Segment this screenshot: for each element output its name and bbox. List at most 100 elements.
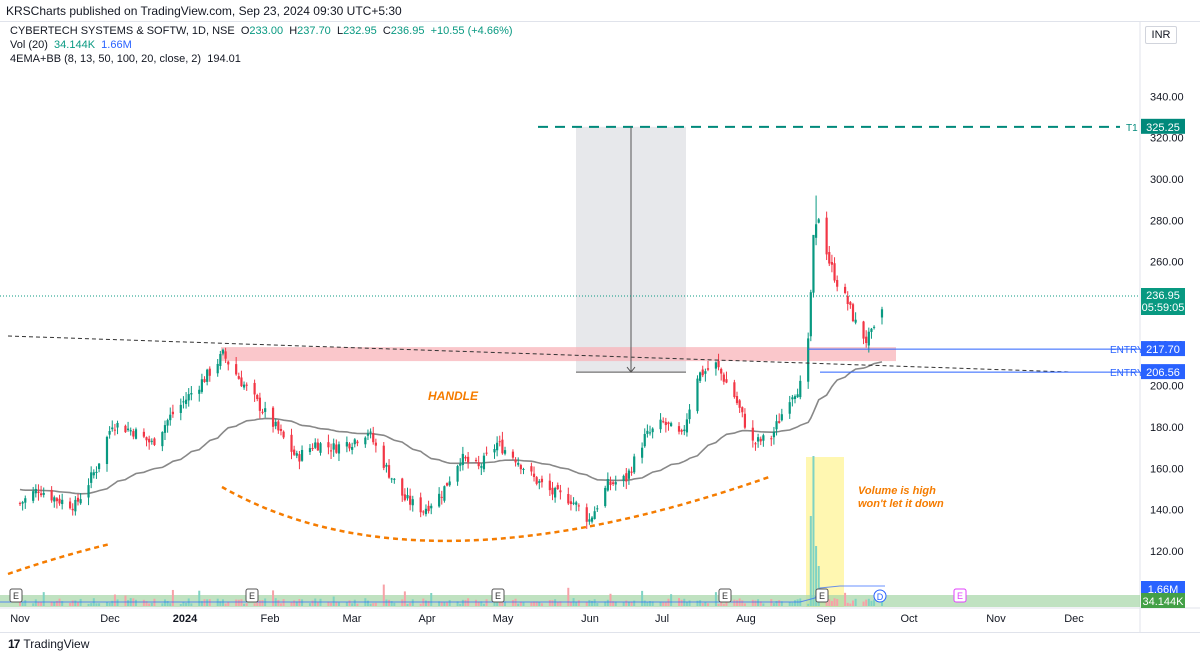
volume-bar	[548, 600, 551, 606]
volume-bar	[87, 603, 90, 606]
volume-bar	[538, 602, 541, 606]
volume-row: Vol (20) 34.144K 1.66M	[10, 38, 513, 52]
price-tick-label: 140.00	[1150, 505, 1184, 517]
volume-bar	[725, 599, 728, 606]
volume-bar	[200, 601, 203, 606]
time-tick-label: Mar	[343, 613, 362, 625]
volume-bar	[272, 590, 275, 606]
candle-body	[422, 511, 425, 513]
volume-bar	[559, 601, 562, 606]
entry-price-label-1: 217.70	[1146, 344, 1180, 356]
time-tick-label: Nov	[986, 613, 1006, 625]
volume-bar	[206, 599, 209, 606]
volume-bar	[53, 601, 56, 606]
volume-bar	[235, 599, 238, 606]
volume-bar	[161, 603, 164, 606]
volume-bar	[612, 601, 615, 606]
volume-bar	[809, 516, 812, 606]
candle-body	[90, 472, 93, 483]
volume-bar	[134, 599, 137, 606]
volume-bar	[356, 603, 359, 606]
volume-bar	[688, 600, 691, 606]
candle-body	[374, 442, 377, 446]
price-tick-label: 180.00	[1150, 422, 1184, 434]
volume-bar	[443, 602, 446, 606]
volume-layer	[0, 456, 1140, 607]
candle-body	[58, 498, 61, 504]
chart-legend: CYBERTECH SYSTEMS & SOFTW, 1D, NSE O233.…	[10, 24, 513, 66]
candle-body	[722, 374, 725, 382]
volume-bar	[717, 603, 720, 606]
candle-body	[667, 422, 670, 425]
last-price-bg	[1141, 288, 1185, 315]
price-tick-label: 200.00	[1150, 381, 1184, 393]
price-chart[interactable]: 120.00140.00160.00180.00200.00220.00240.…	[0, 0, 1200, 632]
candle-body	[134, 429, 138, 439]
volume-bar	[772, 603, 775, 606]
candle-body	[532, 473, 536, 478]
candle-body	[242, 384, 246, 388]
volume-bar	[788, 602, 791, 606]
volume-bar	[277, 600, 280, 606]
low-value: 232.95	[343, 25, 377, 37]
candle-body	[68, 501, 72, 509]
volume-bar	[19, 599, 21, 606]
volume-bar	[227, 601, 230, 606]
candle-body	[704, 371, 707, 374]
candle-body	[569, 501, 573, 505]
volume-bar	[411, 599, 414, 606]
entry-text-1: ENTRY	[1110, 345, 1144, 356]
volume-label[interactable]: Vol (20)	[10, 39, 48, 51]
candle-body	[34, 488, 37, 494]
drawing-lines	[0, 125, 1140, 576]
volume-bar	[567, 587, 570, 606]
volume-bar	[569, 601, 572, 606]
price-tick-label: 320.00	[1150, 133, 1184, 145]
ema-label[interactable]: 4EMA+BB (8, 13, 50, 100, 20, close, 2)	[10, 53, 202, 65]
candle-body	[387, 465, 391, 478]
candle-body	[126, 428, 130, 431]
candle-body	[116, 422, 119, 428]
candle-body	[219, 354, 222, 366]
volume-bar	[815, 546, 818, 606]
candle-body	[227, 361, 230, 365]
earnings-marker-label: E	[819, 591, 825, 601]
candles-layer	[18, 195, 884, 529]
candle-body	[720, 368, 723, 374]
publish-text: KRSCharts published on TradingView.com, …	[6, 4, 402, 18]
volume-bar	[366, 600, 369, 606]
candle-body	[522, 468, 525, 470]
ema-line	[19, 361, 883, 495]
candle-body	[327, 442, 330, 448]
volume-bar	[203, 599, 206, 606]
candle-body	[42, 492, 45, 495]
volume-bar	[759, 601, 762, 606]
volume-bar	[237, 599, 240, 606]
candle-body	[514, 459, 517, 463]
target-price-label: 325.25	[1146, 122, 1180, 134]
volume-bar	[622, 602, 625, 606]
candle-body	[348, 443, 351, 449]
candle-body	[756, 437, 760, 442]
volume-bar	[98, 603, 101, 606]
volume-bar	[108, 602, 111, 606]
candle-body	[132, 431, 135, 437]
volume-bar	[575, 601, 578, 606]
candle-body	[277, 421, 280, 431]
currency-button[interactable]: INR	[1145, 26, 1177, 44]
volume-bar	[849, 603, 852, 606]
volume-bar	[519, 601, 522, 606]
high-label: H	[289, 25, 298, 37]
symbol-name[interactable]: CYBERTECH SYSTEMS & SOFTW, 1D, NSE	[10, 25, 235, 37]
volume-bar	[775, 601, 778, 606]
volume-bar	[577, 600, 580, 606]
volume-bar	[630, 601, 633, 606]
volume-bar	[208, 599, 211, 606]
tradingview-logo[interactable]: 17 TradingView	[8, 634, 89, 654]
volume-bar	[55, 600, 58, 606]
volume-bar	[836, 599, 839, 606]
target-text: T1	[1126, 123, 1138, 134]
volume-bar	[142, 599, 145, 606]
candle-body	[511, 451, 515, 458]
candle-body	[535, 477, 538, 484]
